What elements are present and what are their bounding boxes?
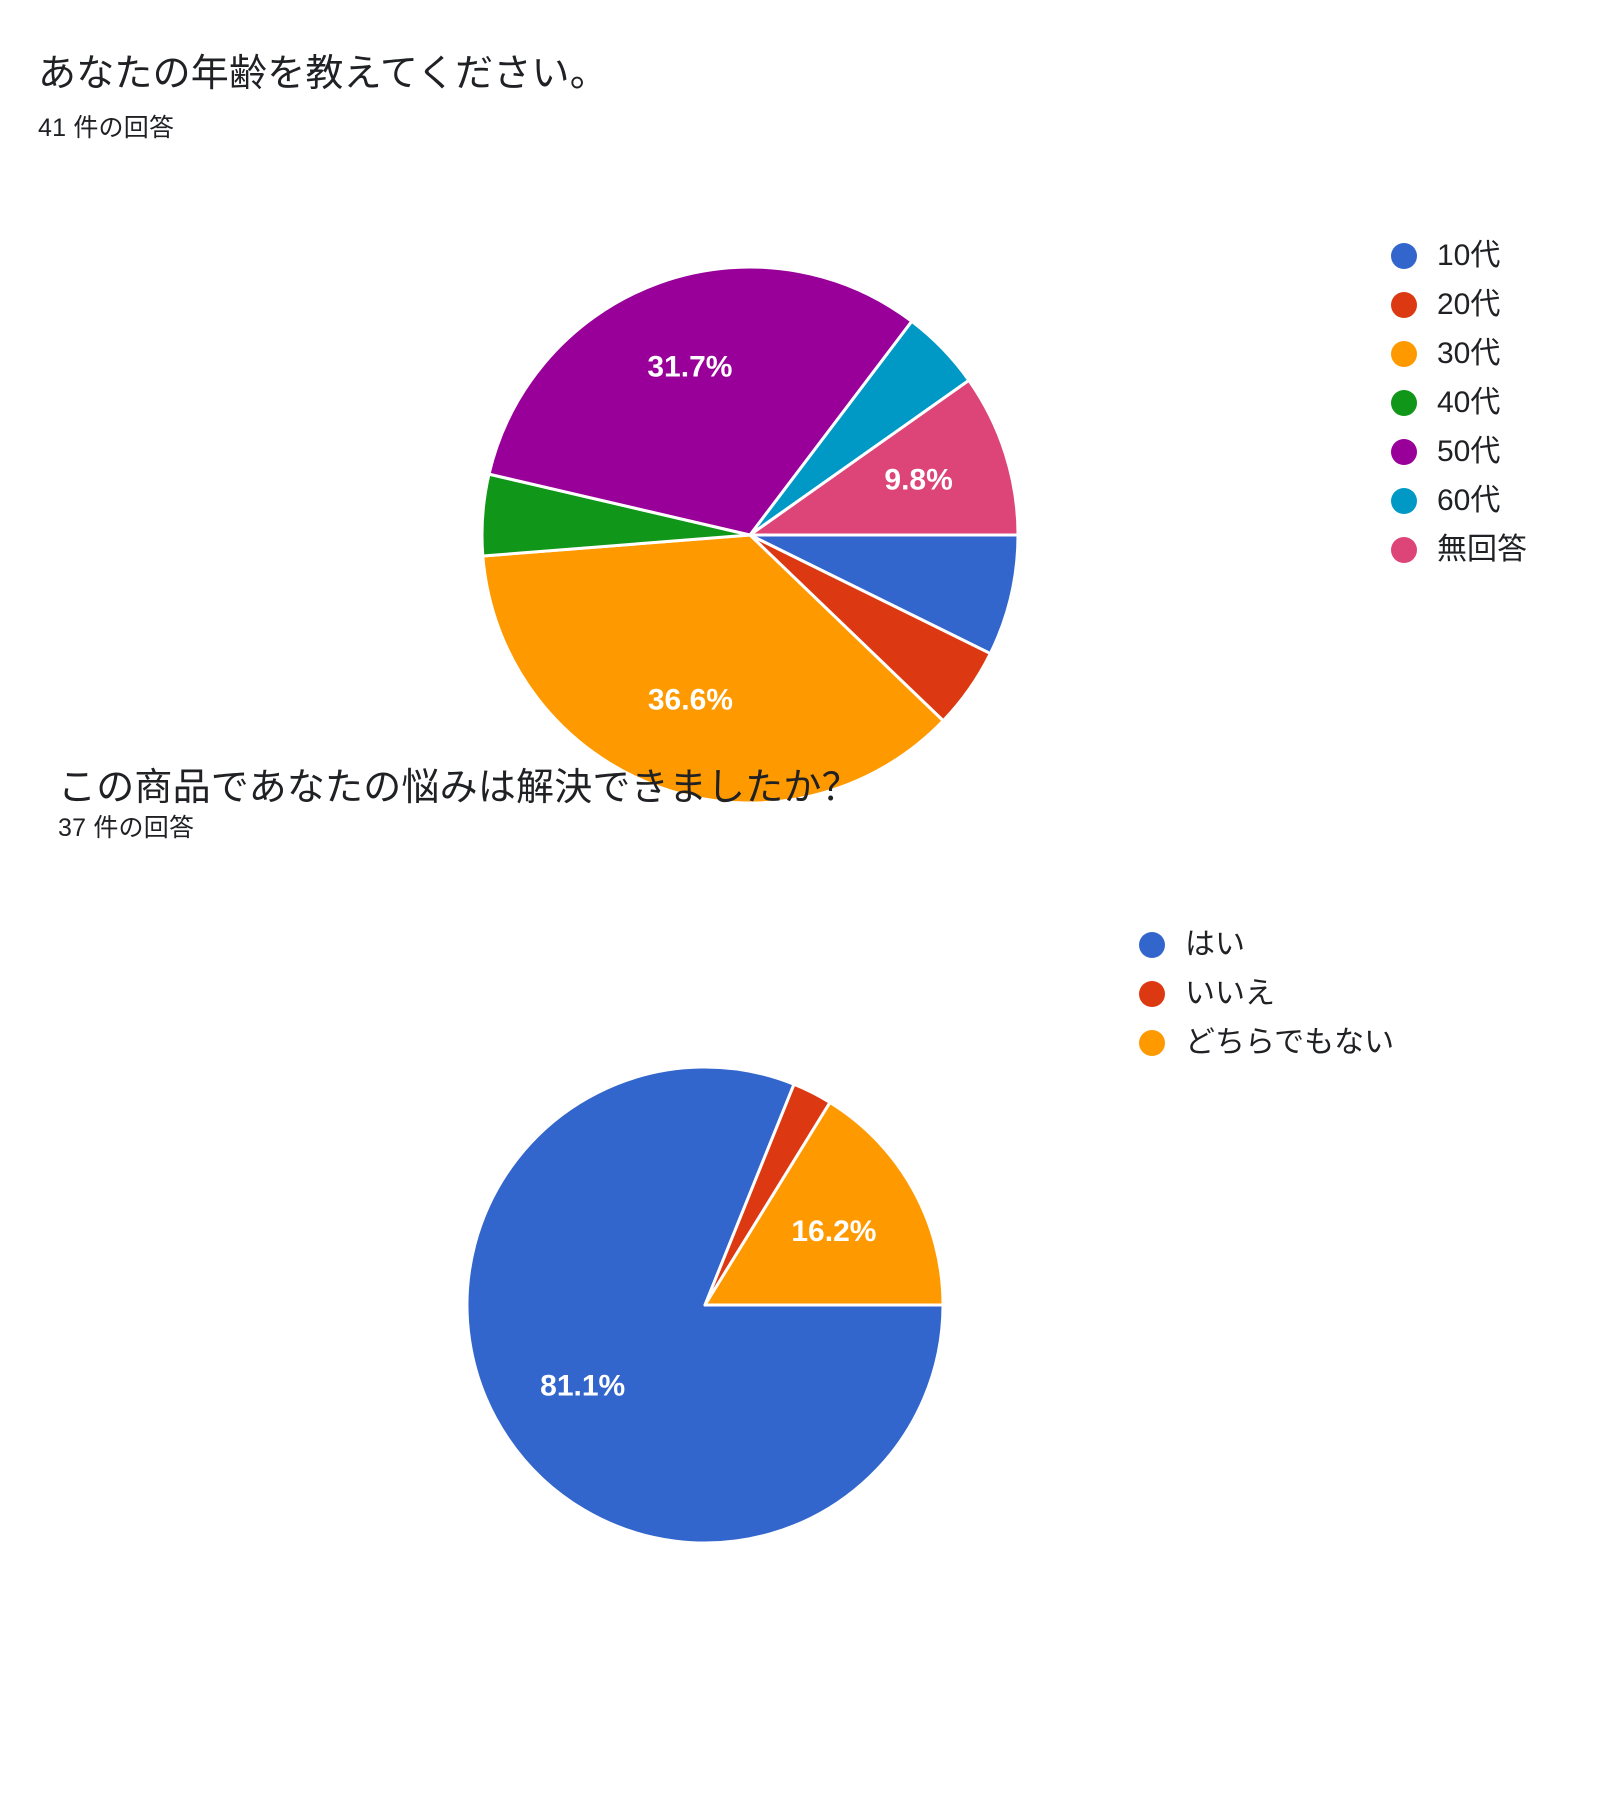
- legend-swatch-icon: [1139, 980, 1165, 1007]
- page-title-secondary: この商品であなたの悩みは解決できましたか？: [58, 767, 860, 810]
- legend-item-label: 無回答: [1437, 532, 1527, 566]
- legend-age-item-3[interactable]: 40代: [1391, 378, 1527, 427]
- pie-slice-どちらでもない[interactable]: [703, 1100, 945, 1307]
- legend-item-label: 20代: [1437, 287, 1501, 321]
- legend-age-item-6[interactable]: 無回答: [1391, 525, 1527, 574]
- legend-swatch-icon: [1391, 389, 1417, 416]
- pie-chart-age-svg: 36.6% 31.7% 9.8%: [480, 265, 1020, 805]
- legend-satisfaction-item-2[interactable]: どちらでもない: [1139, 1018, 1394, 1067]
- legend-item-label: はい: [1185, 927, 1245, 961]
- legend-age-item-0[interactable]: 10代: [1391, 231, 1527, 280]
- pie-chart-satisfaction-svg: 81.1% 16.2%: [465, 1065, 945, 1545]
- legend-swatch-icon: [1391, 340, 1417, 367]
- legend-age-item-4[interactable]: 50代: [1391, 427, 1527, 476]
- legend-swatch-icon: [1391, 487, 1417, 514]
- legend-swatch-icon: [1391, 536, 1417, 563]
- pie-slice-label-どちらでもない: 16.2%: [791, 1215, 876, 1248]
- legend-satisfaction-item-0[interactable]: はい: [1139, 920, 1394, 969]
- legend-swatch-icon: [1139, 931, 1165, 958]
- legend-age: 10代 20代 30代 40代 50代 60代無回答: [1391, 231, 1527, 574]
- legend-item-label: どちらでもない: [1185, 1025, 1395, 1059]
- page-title: あなたの年齢を教えてください。: [38, 53, 608, 96]
- pie-slice-label-はい: 81.1%: [540, 1370, 625, 1403]
- legend-age-item-5[interactable]: 60代: [1391, 476, 1527, 525]
- legend-item-label: 50代: [1437, 434, 1501, 468]
- legend-swatch-icon: [1391, 242, 1417, 269]
- response-count-secondary: 37 件の回答: [58, 814, 195, 842]
- pie-slice-はい[interactable]: [465, 1065, 945, 1545]
- legend-item-label: いいえ: [1185, 976, 1275, 1010]
- pie-slice-label-50代: 31.7%: [647, 351, 732, 384]
- pie-slice-無回答[interactable]: [748, 378, 1020, 537]
- pie-chart-age: 36.6% 31.7% 9.8%: [470, 255, 1030, 815]
- pie-chart-satisfaction: 81.1% 16.2%: [460, 1060, 960, 1560]
- legend-age-item-2[interactable]: 30代: [1391, 329, 1527, 378]
- legend-swatch-icon: [1391, 291, 1417, 318]
- response-count: 41 件の回答: [38, 114, 175, 142]
- pie-slice-10代[interactable]: [748, 533, 1020, 656]
- legend-satisfaction: はいいいえどちらでもない: [1139, 920, 1394, 1067]
- pie-slice-30代[interactable]: [481, 533, 945, 805]
- legend-swatch-icon: [1139, 1029, 1165, 1056]
- legend-age-item-1[interactable]: 20代: [1391, 280, 1527, 329]
- legend-item-label: 10代: [1437, 238, 1501, 272]
- pie-slice-label-30代: 36.6%: [648, 683, 733, 716]
- legend-item-label: 30代: [1437, 336, 1501, 370]
- pie-slice-50代[interactable]: [487, 265, 914, 537]
- legend-satisfaction-item-1[interactable]: いいえ: [1139, 969, 1394, 1018]
- legend-item-label: 40代: [1437, 385, 1501, 419]
- legend-item-label: 60代: [1437, 483, 1501, 517]
- legend-swatch-icon: [1391, 438, 1417, 465]
- pie-slice-label-無回答: 9.8%: [884, 463, 952, 496]
